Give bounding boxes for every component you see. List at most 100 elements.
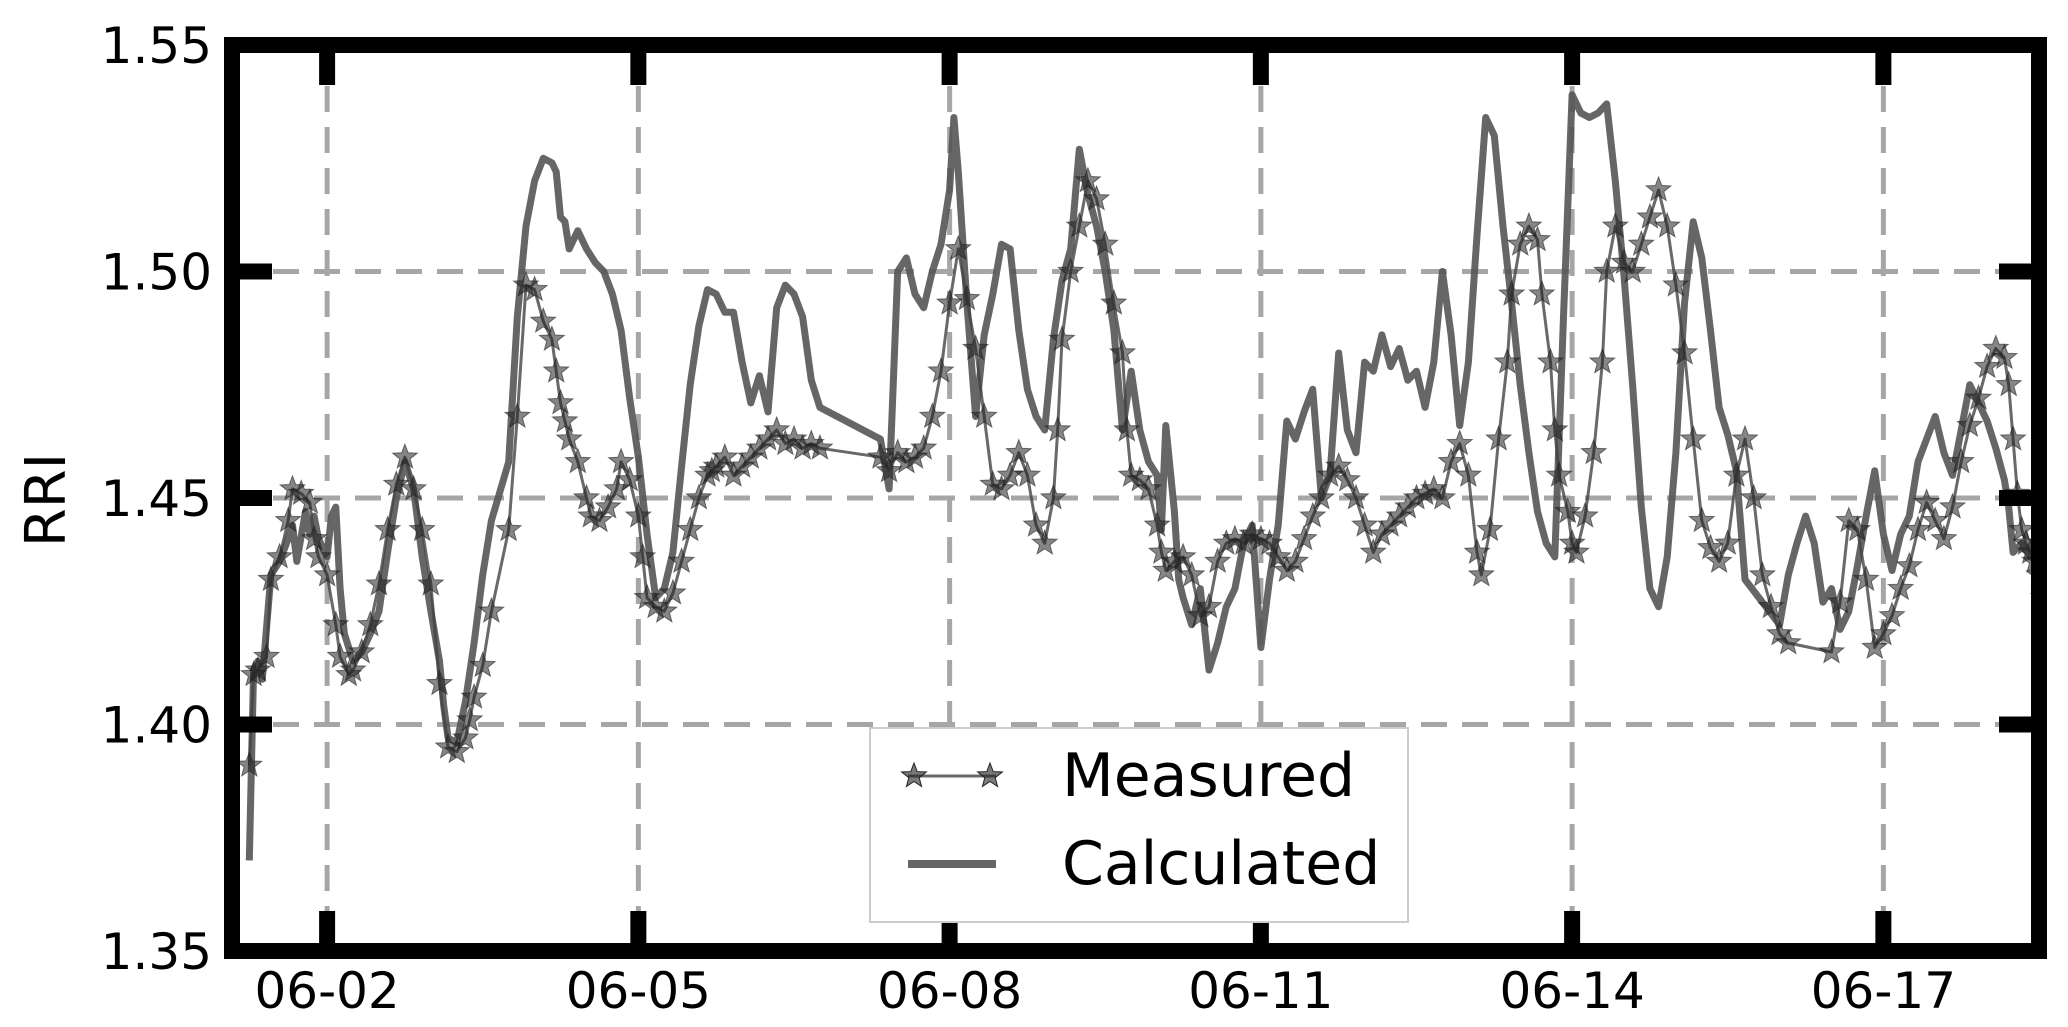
- y-tick-label: 1.50: [101, 244, 212, 302]
- measured-point: [451, 723, 480, 750]
- measured-point: [1588, 347, 1617, 374]
- measured-point: [546, 388, 575, 415]
- measured-point: [1108, 338, 1137, 365]
- measured-point: [1091, 229, 1119, 256]
- measured-point: [1264, 542, 1292, 569]
- measured-point: [572, 483, 601, 510]
- measured-point: [1299, 501, 1327, 528]
- measured-point: [1921, 506, 1949, 533]
- measured-point: [1554, 497, 1582, 524]
- measured-point: [953, 284, 981, 311]
- measured-point: [1774, 628, 1802, 655]
- measured-point: [503, 402, 532, 429]
- y-tick-label: 1.40: [101, 697, 212, 755]
- measured-point: [477, 596, 506, 623]
- measured-point: [1484, 424, 1513, 451]
- measured-point: [373, 515, 402, 542]
- measured-point: [1446, 429, 1474, 456]
- x-tick-label: 06-11: [1188, 962, 1333, 1020]
- measured-point: [1580, 438, 1608, 465]
- measured-point: [456, 705, 484, 732]
- measured-point: [1147, 537, 1176, 565]
- measured-point: [1861, 633, 1889, 660]
- x-tick-label: 06-05: [566, 962, 711, 1020]
- measured-point: [296, 488, 324, 515]
- measured-point: [2053, 639, 2068, 663]
- measured-point: [1342, 483, 1370, 510]
- measured-point: [1757, 592, 1785, 619]
- measured-point: [1113, 415, 1141, 442]
- y-tick-label: 1.35: [101, 923, 212, 981]
- measured-point: [1843, 515, 1872, 542]
- measured-point: [1333, 465, 1362, 492]
- measured-point: [365, 569, 393, 596]
- measured-point: [1731, 424, 1759, 451]
- measured-point: [676, 515, 704, 542]
- legend-measured-markers: [900, 761, 1004, 788]
- measured-point: [1748, 560, 1777, 587]
- measured-point: [520, 275, 549, 302]
- measured-point: [425, 669, 454, 696]
- measured-point: [443, 737, 471, 764]
- measured-point: [244, 655, 272, 682]
- legend-box: [869, 727, 1409, 923]
- measured-point: [1203, 546, 1232, 574]
- measured-point: [1437, 447, 1465, 474]
- measured-point: [1065, 211, 1094, 238]
- measured-point: [1627, 229, 1656, 256]
- measured-point: [347, 637, 376, 664]
- legend: Measured Calculated: [869, 727, 1409, 923]
- measured-point: [1523, 225, 1552, 252]
- y-tick-label: 1.45: [101, 470, 212, 528]
- measured-point: [1134, 474, 1163, 501]
- measured-point: [408, 515, 436, 542]
- measured-point: [762, 415, 791, 442]
- measured-point: [1938, 492, 1967, 519]
- measured-point: [469, 651, 497, 678]
- measured-point: [685, 483, 713, 510]
- measured-point: [1255, 528, 1284, 555]
- measured-point: [2044, 621, 2068, 645]
- measured-point: [659, 578, 687, 605]
- series-calculated-line: [245, 91, 2039, 861]
- measured-point: [1679, 424, 1707, 451]
- measured-point: [650, 596, 679, 623]
- measured-point: [711, 442, 739, 469]
- measured-point: [322, 610, 350, 637]
- measured-point: [1463, 537, 1491, 565]
- legend-star-icon: [900, 761, 928, 788]
- measured-point: [944, 234, 972, 261]
- measured-point: [257, 565, 285, 592]
- measured-point: [607, 447, 635, 474]
- measured-point: [391, 442, 419, 469]
- measured-point: [1964, 383, 1993, 411]
- measured-point: [1428, 483, 1457, 510]
- measured-point: [1618, 257, 1647, 284]
- measured-point: [1013, 460, 1042, 488]
- measured-point: [1878, 601, 1906, 628]
- measured-point: [1454, 460, 1483, 488]
- measured-point: [1696, 533, 1725, 560]
- measured-point: [667, 546, 696, 574]
- measured-point: [1048, 324, 1076, 352]
- measured-point: [1290, 524, 1318, 551]
- measured-point: [875, 456, 903, 483]
- measured-point: [1852, 565, 1880, 592]
- measured-point: [551, 406, 579, 433]
- measured-point: [1467, 560, 1496, 587]
- measured-point: [1506, 229, 1534, 256]
- measured-point: [2061, 653, 2068, 677]
- measured-point: [1536, 347, 1565, 374]
- measured-point: [1592, 257, 1621, 284]
- measured-point: [628, 542, 657, 569]
- measured-point: [1662, 270, 1690, 297]
- measured-point: [300, 524, 328, 551]
- measured-point: [1947, 447, 1975, 474]
- measured-point: [1281, 546, 1310, 574]
- measured-point: [1350, 510, 1379, 537]
- measured-point: [1082, 184, 1111, 211]
- measured-point: [313, 560, 341, 587]
- legend-measured-label: Measured: [1062, 741, 1355, 811]
- measured-point: [1545, 460, 1573, 488]
- measured-point: [1653, 211, 1681, 238]
